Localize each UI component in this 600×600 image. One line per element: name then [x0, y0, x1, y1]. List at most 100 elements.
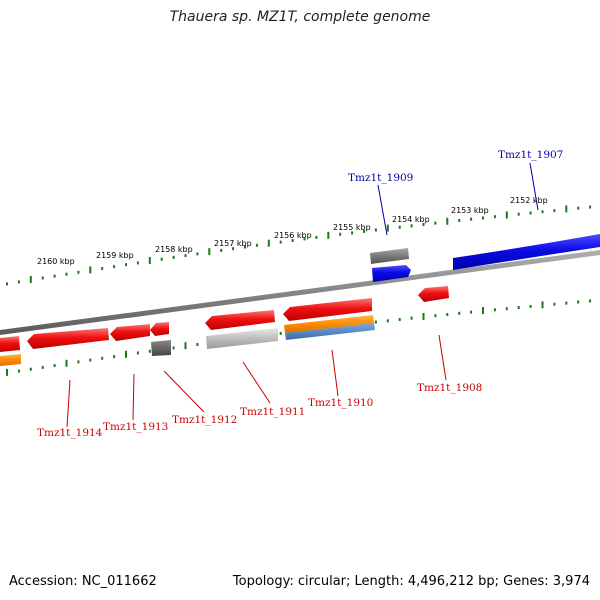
- forward-features: [370, 234, 600, 282]
- scale-minor-tick: [398, 318, 401, 321]
- feature-tmz1t-1910-steel[interactable]: [285, 323, 375, 340]
- scale-minor-tick: [434, 221, 437, 225]
- scale-minor-tick: [458, 311, 461, 315]
- label-tmz1t-1914[interactable]: Tmz1t_1914: [37, 427, 103, 439]
- scale-minor-tick: [172, 346, 175, 350]
- scale-label-2156: 2156 kbp: [274, 231, 312, 240]
- scale-major-tick: [148, 257, 151, 264]
- scale-minor-tick: [470, 217, 473, 221]
- scale-label-2159: 2159 kbp: [96, 251, 134, 260]
- genome-backbone: [0, 250, 600, 335]
- label-tmz1t-1909[interactable]: Tmz1t_1909: [348, 172, 413, 184]
- scale-minor-tick: [363, 229, 365, 233]
- scale-minor-tick: [410, 224, 413, 228]
- scale-major-tick: [422, 313, 425, 320]
- feature-partial-left-orange[interactable]: [0, 354, 21, 366]
- feature-tmz1t-1912-dark[interactable]: [151, 340, 171, 356]
- gene-tmz1t-1912[interactable]: [150, 322, 169, 336]
- map-title: Thauera sp. MZ1T, complete genome: [169, 9, 431, 25]
- scale-minor-tick: [434, 314, 437, 318]
- scale-minor-tick: [125, 263, 127, 267]
- gene-tmz1t-1908[interactable]: [418, 286, 449, 302]
- scale-minor-tick: [351, 231, 354, 235]
- scale-minor-tick: [53, 274, 56, 278]
- scale-major-tick: [184, 342, 187, 350]
- label-leaders: [66, 162, 539, 428]
- scale-major-tick: [482, 307, 484, 314]
- scale-minor-tick: [17, 369, 20, 373]
- scale-label-2157: 2157 kbp: [214, 239, 252, 248]
- scale-label-2152: 2152 kbp: [510, 196, 548, 205]
- label-tmz1t-1912[interactable]: Tmz1t_1912: [172, 414, 237, 426]
- scale-minor-tick: [529, 211, 532, 215]
- scale-minor-tick: [470, 310, 473, 314]
- scale-minor-tick: [255, 243, 258, 247]
- scale-minor-tick: [196, 252, 199, 256]
- scale-minor-tick: [172, 255, 175, 259]
- scale-label-2154: 2154 kbp: [392, 215, 430, 224]
- feature-tmz1t-1911-gray[interactable]: [206, 328, 278, 349]
- gene-partial-left-red[interactable]: [0, 336, 20, 352]
- scale-ticks-outer: [6, 205, 592, 286]
- scale-minor-tick: [6, 282, 8, 286]
- feature-tmz1t-1909-gray[interactable]: [370, 248, 409, 264]
- label-tmz1t-1911[interactable]: Tmz1t_1911: [240, 406, 305, 418]
- scale-minor-tick: [220, 248, 223, 252]
- gene-tmz1t-1913[interactable]: [110, 324, 150, 341]
- scale-minor-tick: [553, 209, 556, 213]
- leader-tmz1t-1909: [377, 184, 388, 236]
- scale-minor-tick: [113, 355, 116, 359]
- scale-minor-tick: [517, 306, 520, 309]
- scale-label-2155: 2155 kbp: [333, 223, 371, 232]
- scale-major-tick: [386, 224, 389, 232]
- scale-minor-tick: [148, 349, 151, 353]
- scale-minor-tick: [589, 299, 592, 303]
- scale-minor-tick: [505, 307, 508, 311]
- gene-tmz1t-1909[interactable]: [372, 265, 411, 282]
- gene-tmz1t-1914[interactable]: [27, 328, 109, 349]
- label-tmz1t-1908[interactable]: Tmz1t_1908: [417, 382, 482, 394]
- scale-minor-tick: [410, 316, 413, 320]
- accession-text: Accession: NC_011662: [9, 574, 157, 589]
- scale-minor-tick: [493, 215, 496, 219]
- gene-tmz1t-1911[interactable]: [205, 310, 275, 330]
- scale-minor-tick: [196, 343, 199, 346]
- scale-major-tick: [541, 301, 544, 309]
- scale-minor-tick: [374, 228, 377, 232]
- scale-minor-tick: [577, 300, 580, 304]
- scale-minor-tick: [136, 261, 139, 265]
- scale-minor-tick: [386, 319, 389, 323]
- label-tmz1t-1907[interactable]: Tmz1t_1907: [498, 149, 563, 161]
- scale-label-2160: 2160 kbp: [37, 257, 75, 266]
- gene-tmz1t-1910[interactable]: [283, 298, 372, 321]
- scale-major-tick: [6, 368, 8, 376]
- scale-major-tick: [505, 211, 508, 219]
- leader-tmz1t-1911: [242, 361, 271, 404]
- scale-minor-tick: [184, 254, 187, 258]
- leader-tmz1t-1912: [163, 370, 205, 413]
- leader-tmz1t-1910: [331, 349, 339, 397]
- scale-minor-tick: [553, 302, 556, 306]
- scale-minor-tick: [77, 360, 80, 364]
- scale-minor-tick: [113, 265, 116, 269]
- leader-tmz1t-1914: [66, 379, 71, 428]
- label-tmz1t-1913[interactable]: Tmz1t_1913: [103, 421, 168, 433]
- gene-tmz1t-1907[interactable]: [453, 234, 600, 270]
- scale-minor-tick: [136, 351, 139, 355]
- scale-minor-tick: [29, 367, 32, 371]
- scale-minor-tick: [589, 205, 592, 209]
- scale-minor-tick: [398, 225, 401, 229]
- scale-minor-tick: [160, 257, 163, 261]
- scale-labels: 2152 kbp 2153 kbp 2154 kbp 2155 kbp 2156…: [37, 196, 548, 266]
- scale-minor-tick: [541, 210, 544, 214]
- scale-major-tick: [446, 217, 449, 225]
- label-tmz1t-1910[interactable]: Tmz1t_1910: [308, 397, 373, 409]
- scale-minor-tick: [41, 276, 44, 280]
- feature-tmz1t-1910-orange[interactable]: [284, 315, 374, 333]
- gene-labels: Tmz1t_1907 Tmz1t_1909 Tmz1t_1908 Tmz1t_1…: [37, 149, 563, 439]
- scale-major-tick: [565, 205, 568, 213]
- scale-major-tick: [327, 231, 330, 239]
- scale-major-tick: [125, 350, 127, 358]
- scale-label-2153: 2153 kbp: [451, 206, 489, 215]
- scale-minor-tick: [517, 212, 520, 216]
